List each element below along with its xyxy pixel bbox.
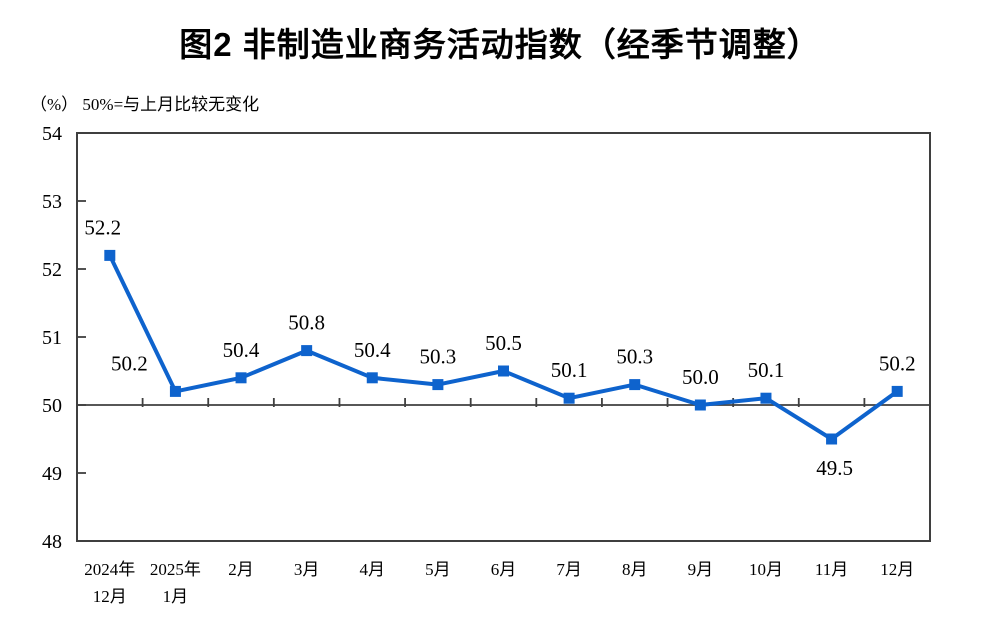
x-axis-label: 5月 xyxy=(425,560,451,579)
x-axis-label: 8月 xyxy=(622,560,648,579)
data-point-marker xyxy=(498,365,509,377)
x-axis-label: 2025年 1月 xyxy=(150,560,201,606)
data-point-marker xyxy=(760,392,772,404)
y-axis-label: 48 xyxy=(42,531,62,553)
y-axis-label: 54 xyxy=(42,123,62,145)
y-axis-label: 50 xyxy=(42,395,62,417)
data-point-label: 50.5 xyxy=(485,331,522,355)
data-point-marker xyxy=(104,249,116,261)
data-point-label: 50.8 xyxy=(288,311,325,335)
data-point-marker xyxy=(432,379,444,391)
data-point-label: 50.2 xyxy=(879,351,916,375)
data-point-marker xyxy=(366,372,378,384)
y-axis-label: 53 xyxy=(42,191,62,213)
y-axis-label: 49 xyxy=(42,463,62,485)
x-axis-label: 2月 xyxy=(228,560,254,579)
data-point-marker xyxy=(694,399,706,411)
x-axis-label: 11月 xyxy=(815,560,848,579)
x-axis-label: 4月 xyxy=(360,560,386,579)
data-point-marker xyxy=(301,345,313,357)
data-point-label: 50.1 xyxy=(748,358,785,382)
data-point-label: 50.0 xyxy=(682,365,719,389)
y-axis-label: 51 xyxy=(42,327,62,349)
data-point-marker xyxy=(826,433,838,445)
x-axis-label: 6月 xyxy=(491,560,517,579)
x-axis-label: 10月 xyxy=(749,560,783,579)
y-axis-label: 52 xyxy=(42,259,62,281)
x-axis-label: 3月 xyxy=(294,560,320,579)
data-point-marker xyxy=(629,379,641,391)
data-point-label: 50.3 xyxy=(616,345,653,369)
data-point-label: 50.3 xyxy=(420,345,457,369)
x-axis-label: 7月 xyxy=(556,560,582,579)
data-point-marker xyxy=(235,372,247,384)
data-point-marker xyxy=(169,385,181,397)
data-point-label: 50.4 xyxy=(354,338,391,362)
data-point-label: 49.5 xyxy=(816,456,853,480)
chart-title: 图2 非制造业商务活动指数（经季节调整） xyxy=(179,26,821,63)
data-point-marker xyxy=(563,392,575,404)
x-axis-label: 9月 xyxy=(688,560,714,579)
data-point-label: 52.2 xyxy=(84,215,121,239)
data-point-label: 50.2 xyxy=(111,351,148,375)
x-axis-label: 12月 xyxy=(880,560,914,579)
data-point-label: 50.1 xyxy=(551,358,588,382)
x-axis-label: 2024年 12月 xyxy=(84,560,135,606)
data-point-label: 50.4 xyxy=(223,338,260,362)
axis-unit-note: （%） 50%=与上月比较无变化 xyxy=(30,95,260,114)
data-point-marker xyxy=(891,385,903,397)
